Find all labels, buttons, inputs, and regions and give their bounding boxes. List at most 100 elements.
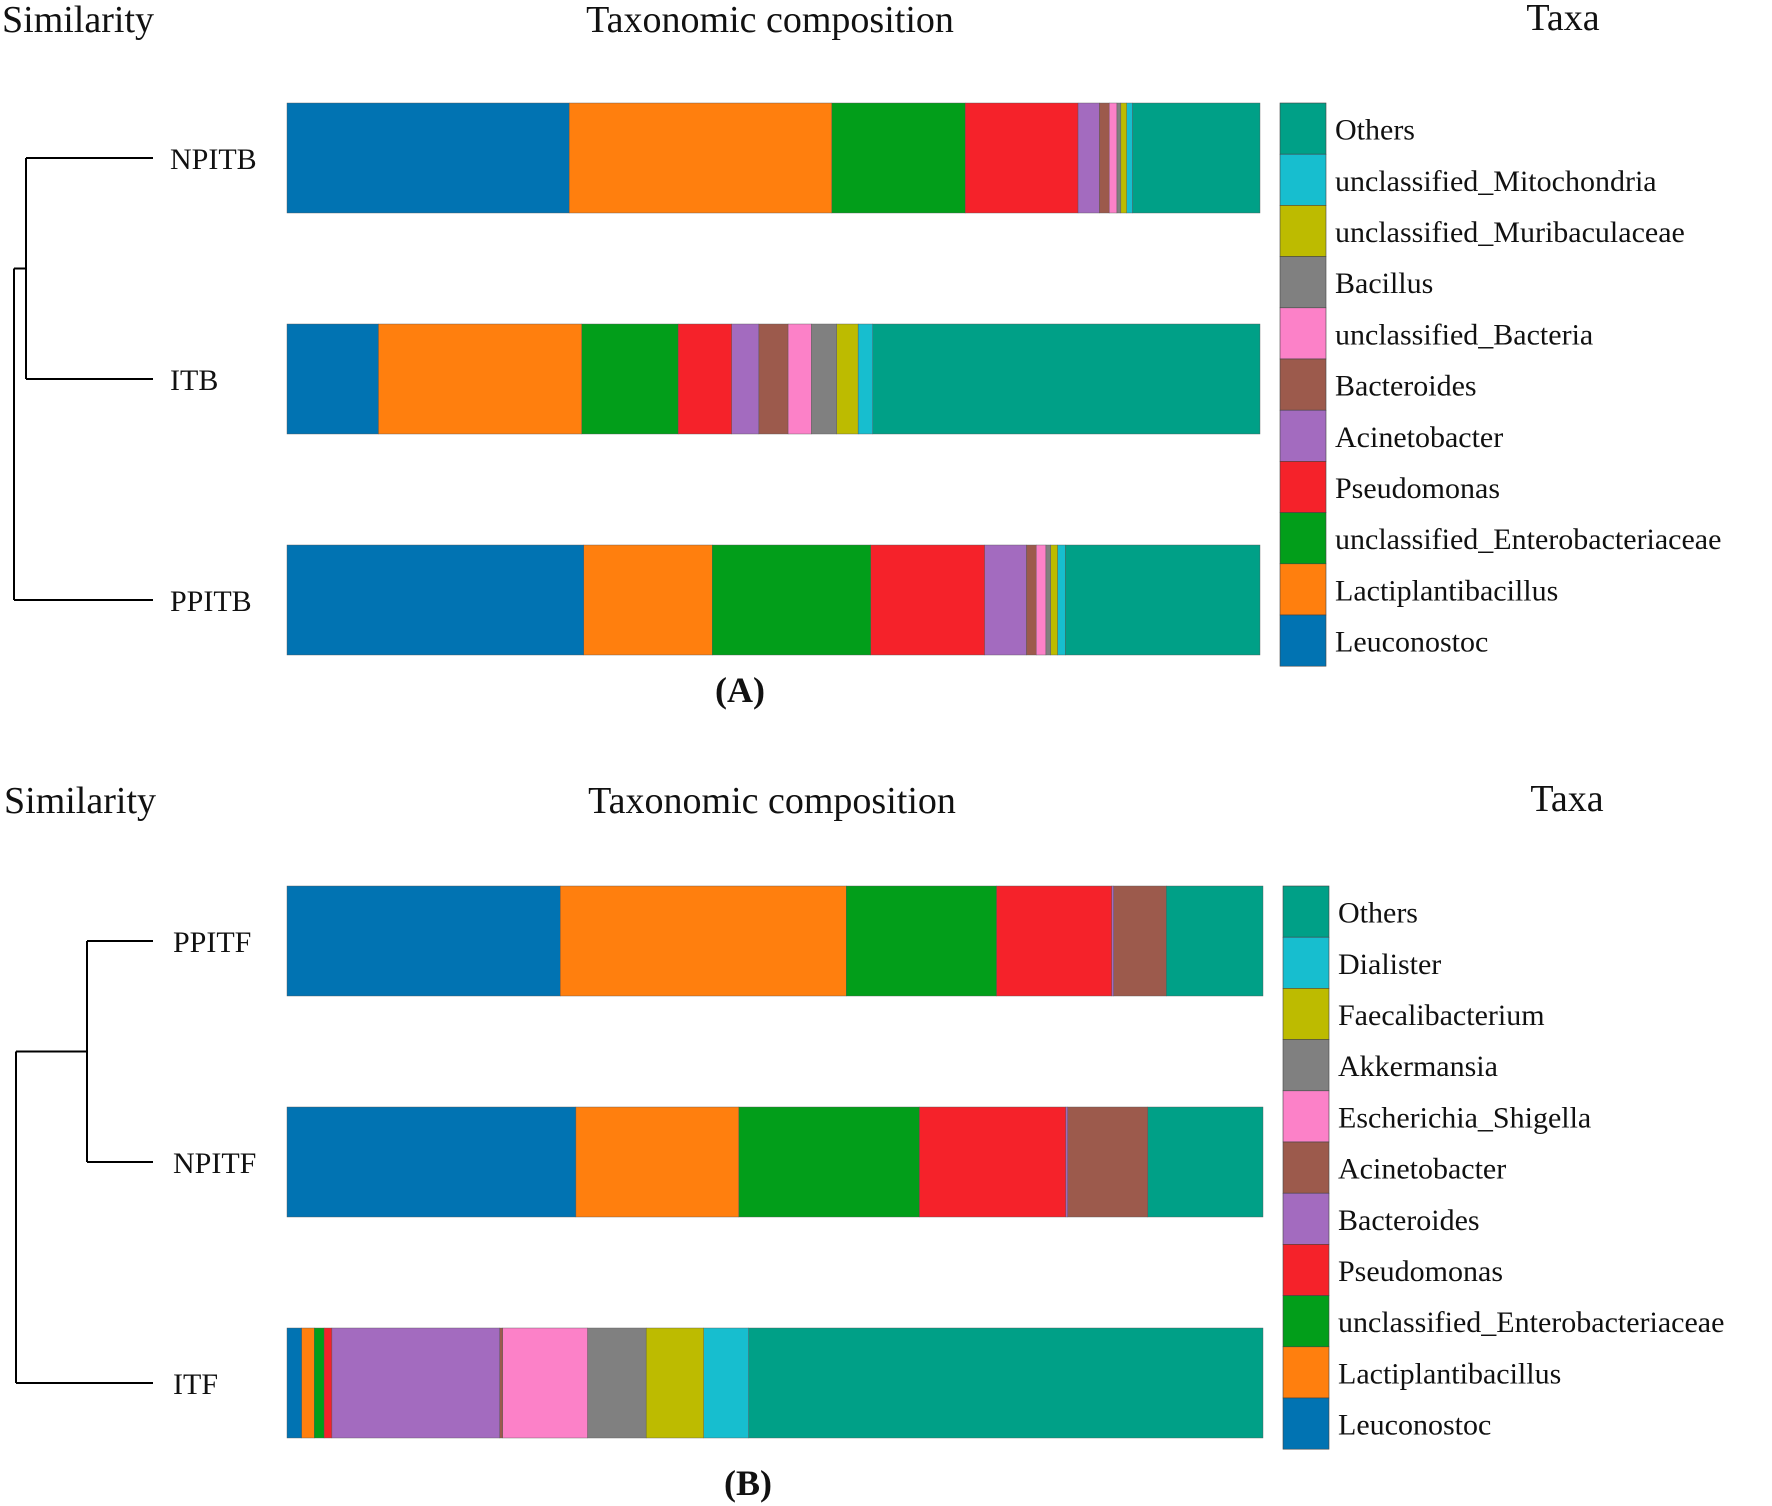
legend-label: Akkermansia xyxy=(1338,1050,1498,1083)
legend-label: Acinetobacter xyxy=(1338,1153,1506,1186)
bar-segment xyxy=(378,323,583,435)
legend-swatch xyxy=(1282,936,1330,989)
legend-swatch xyxy=(1279,358,1327,411)
panel-a: Similarity Taxonomic composition Taxa NP… xyxy=(2,0,1721,710)
sample-label: ITB xyxy=(170,364,218,397)
panel-label: (A) xyxy=(715,670,765,710)
bar-segment xyxy=(1113,885,1167,997)
legend-swatch xyxy=(1282,885,1330,938)
bar-segment xyxy=(703,1327,749,1439)
legend-label: Bacteroides xyxy=(1338,1204,1480,1237)
bar-segment xyxy=(919,1106,1067,1218)
legend-label: Others xyxy=(1338,897,1418,930)
legend-swatch xyxy=(1279,563,1327,616)
legend-label: unclassified_Mitochondria xyxy=(1335,165,1657,198)
legend-swatch xyxy=(1282,1141,1330,1194)
legend-swatch xyxy=(1279,307,1327,360)
legend-swatch xyxy=(1282,1295,1330,1348)
bar-segment xyxy=(1065,1106,1069,1218)
legend-label: Lactiplantibacillus xyxy=(1338,1357,1561,1390)
legend-label: unclassified_Enterobacteriaceae xyxy=(1338,1306,1724,1339)
legend-label: Bacteroides xyxy=(1335,370,1477,403)
sample-label: NPITB xyxy=(170,143,257,176)
taxa-header: Taxa xyxy=(1530,778,1603,820)
bar-segment xyxy=(1077,102,1100,214)
legend-swatch xyxy=(1282,1192,1330,1245)
bar-segment xyxy=(1120,102,1127,214)
bar-segment xyxy=(984,544,1027,656)
bar-segment xyxy=(870,544,985,656)
bar-segment xyxy=(1132,102,1261,214)
legend-label: Bacillus xyxy=(1335,267,1433,300)
bar-segment xyxy=(331,1327,500,1439)
bar-segment xyxy=(811,323,837,435)
bar-segment xyxy=(996,885,1112,997)
taxa-header: Taxa xyxy=(1526,0,1599,39)
bar-segment xyxy=(731,323,760,435)
bar-segment xyxy=(286,102,570,214)
bar-segment xyxy=(712,544,871,656)
dendrogram: NPITB ITB PPITB xyxy=(13,143,257,618)
bar-segment xyxy=(1111,885,1114,997)
bar-segment xyxy=(857,323,873,435)
bar-segment xyxy=(286,1106,577,1218)
legend-swatch xyxy=(1279,512,1327,565)
bar-segment xyxy=(1057,544,1066,656)
similarity-header: Similarity xyxy=(2,0,154,41)
bar-segment xyxy=(1166,885,1264,997)
legend: Others Dialister Faecalibacterium Akkermans… xyxy=(1282,885,1724,1450)
legend-swatch xyxy=(1279,102,1327,155)
sample-label: PPITB xyxy=(170,585,252,618)
bar-segment xyxy=(301,1327,315,1439)
legend-swatch xyxy=(1282,1039,1330,1092)
stacked-bars xyxy=(286,885,1264,1439)
legend-swatch xyxy=(1279,614,1327,667)
legend-swatch xyxy=(1279,205,1327,257)
legend-swatch xyxy=(1279,461,1327,513)
bar-segment xyxy=(1026,544,1037,656)
bar-segment xyxy=(738,1106,920,1218)
bar-segment xyxy=(1067,1106,1149,1218)
bar-segment xyxy=(323,1327,333,1439)
bar-segment xyxy=(587,1327,647,1439)
legend-swatch xyxy=(1282,1090,1330,1143)
bar-segment xyxy=(581,323,679,435)
bar-segment xyxy=(499,1327,503,1439)
legend-swatch xyxy=(1279,409,1327,462)
bar-segment xyxy=(568,102,833,214)
composition-header: Taxonomic composition xyxy=(588,780,956,822)
legend-label: Others xyxy=(1335,114,1415,147)
legend-swatch xyxy=(1279,256,1327,309)
bar-segment xyxy=(286,885,561,997)
bar-segment xyxy=(831,102,966,214)
legend-label: Faecalibacterium xyxy=(1338,999,1545,1032)
legend-label: Leuconostoc xyxy=(1338,1409,1491,1442)
legend-label: Lactiplantibacillus xyxy=(1335,574,1558,607)
bar-segment xyxy=(583,544,713,656)
legend-swatch xyxy=(1282,1397,1330,1450)
bar-segment xyxy=(1147,1106,1264,1218)
legend-label: Pseudomonas xyxy=(1335,472,1500,505)
bar-segment xyxy=(286,323,379,435)
legend-label: unclassified_Muribaculaceae xyxy=(1335,216,1685,249)
legend-swatch xyxy=(1279,153,1327,206)
bar-segment xyxy=(677,323,732,435)
bar-segment xyxy=(1116,102,1122,214)
legend-label: unclassified_Enterobacteriaceae xyxy=(1335,523,1721,556)
bar-segment xyxy=(758,323,789,435)
legend-label: Pseudomonas xyxy=(1338,1255,1503,1288)
bar-segment xyxy=(1050,544,1058,656)
bar-segment xyxy=(846,885,997,997)
sample-label: NPITF xyxy=(173,1147,256,1180)
bar-segment xyxy=(1036,544,1047,656)
sample-label: ITF xyxy=(173,1368,218,1401)
legend-label: Escherichia_Shigella xyxy=(1338,1101,1591,1134)
bar-segment xyxy=(1065,544,1261,656)
bar-segment xyxy=(1108,102,1118,214)
bar-segment xyxy=(1045,544,1052,656)
panel-label: (B) xyxy=(724,1463,772,1503)
legend-swatch xyxy=(1282,988,1330,1040)
bar-segment xyxy=(502,1327,588,1439)
bar-segment xyxy=(286,544,584,656)
bar-segment xyxy=(314,1327,325,1439)
